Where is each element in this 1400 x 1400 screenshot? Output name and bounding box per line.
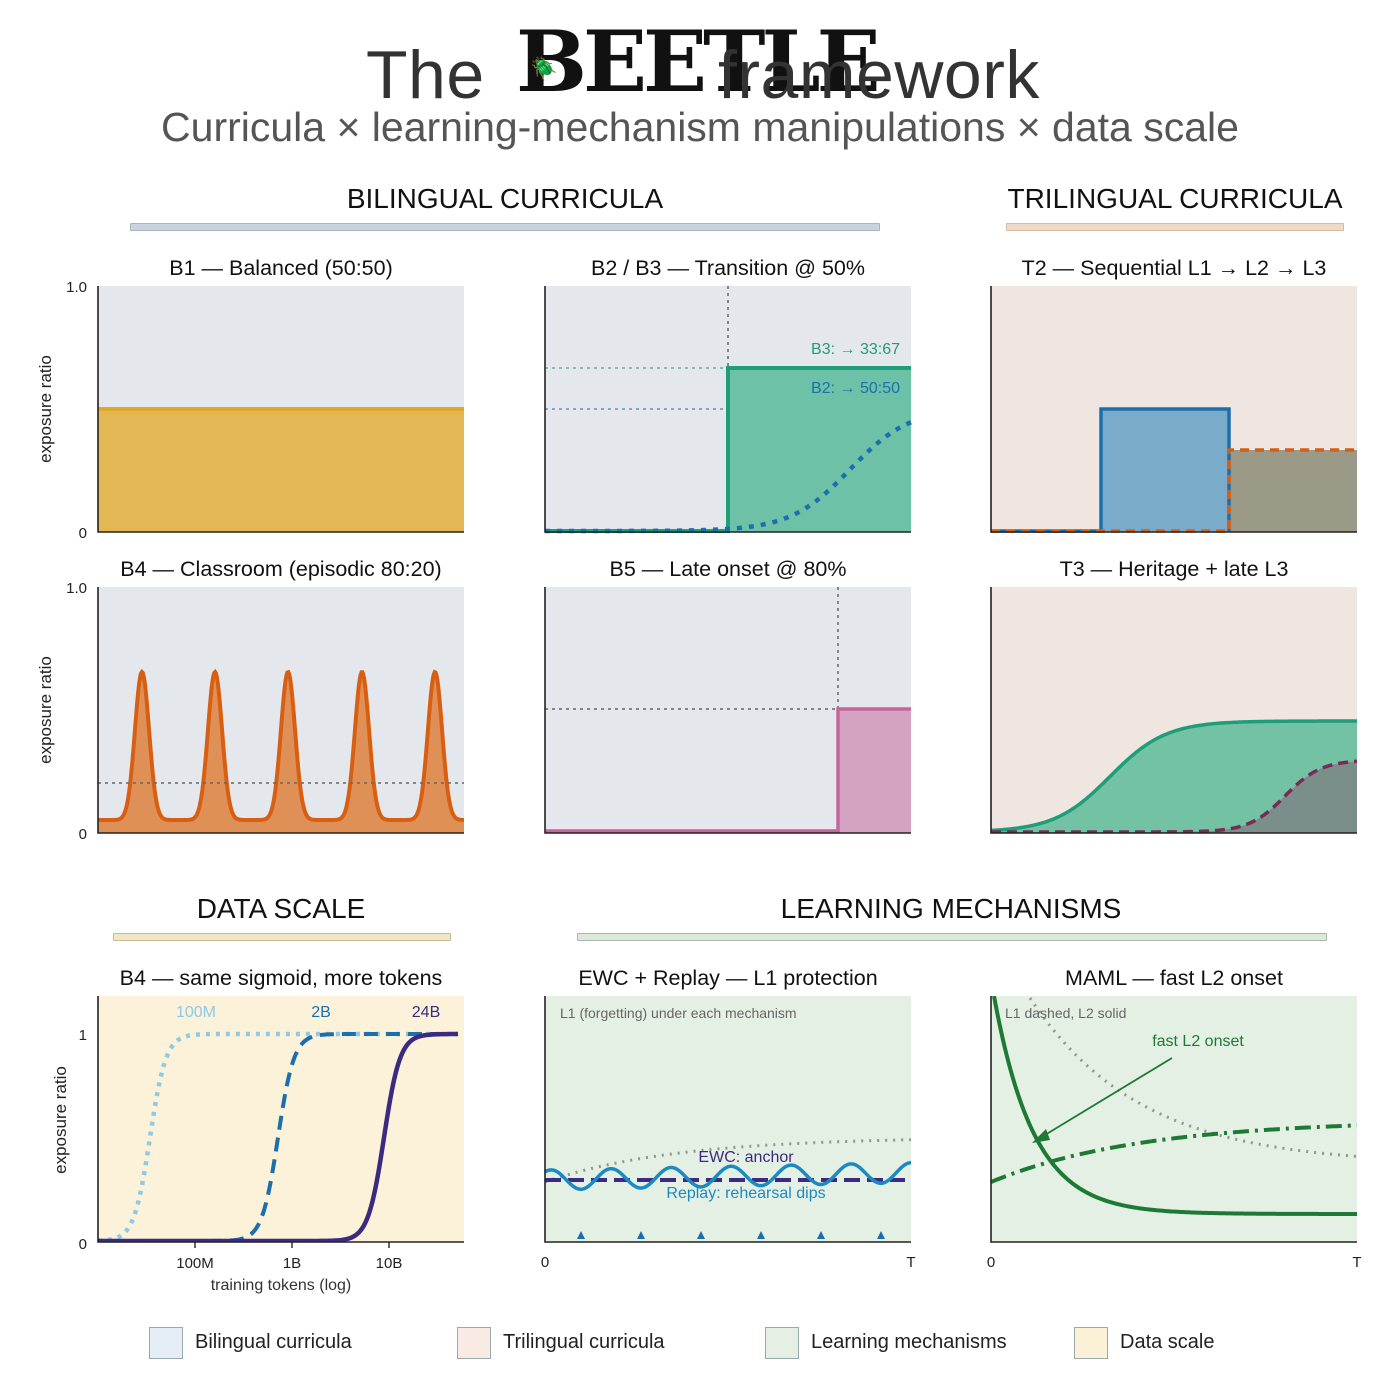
b4-y-top: 1.0 xyxy=(66,580,87,597)
b4-y-bottom: 0 xyxy=(79,826,87,843)
b4-line xyxy=(98,668,464,822)
b1-area xyxy=(98,409,464,532)
scale-series-label-100m: 100M xyxy=(176,1004,216,1021)
scale-ylabel: exposure ratio xyxy=(51,1066,70,1174)
subtitle: Curricula × learning-mechanism manipulat… xyxy=(161,104,1239,150)
replay-marker xyxy=(697,1231,705,1239)
maml-note: L1 dashed, L2 solid xyxy=(1005,1005,1126,1021)
maml-annotation-arrow xyxy=(1039,1057,1173,1139)
panel-title-t3: T3 — Heritage + late L3 xyxy=(1059,557,1289,581)
scale-x-tick-100m: 100M xyxy=(176,1255,214,1272)
b23-b2-label: B2: → 50:50 xyxy=(811,380,900,397)
title-prefix: The xyxy=(366,37,485,113)
replay-marker xyxy=(817,1231,825,1239)
beetle-icon: 🪲 xyxy=(530,56,558,81)
replay-marker xyxy=(757,1231,765,1239)
panel-title-maml: MAML — fast L2 onset xyxy=(1065,966,1283,990)
section-rule-data-scale xyxy=(113,933,451,941)
b23-b3-label: B3: → 33:67 xyxy=(811,341,900,358)
b1-y-top: 1.0 xyxy=(66,279,87,296)
ewc-x-end: T xyxy=(906,1254,915,1271)
section-rule-trilingual xyxy=(1006,223,1344,231)
scale-y-tick-1: 1 xyxy=(79,1027,87,1044)
scale-x-tick-10b: 10B xyxy=(376,1255,403,1272)
title-suffix: framework xyxy=(718,37,1040,113)
header: The BEETLE 🪲 framework xyxy=(0,8,1400,118)
legend-swatch-data-scale xyxy=(1074,1327,1108,1359)
section-rule-bilingual xyxy=(130,223,880,231)
panel-title-b4: B4 — Classroom (episodic 80:20) xyxy=(120,557,442,581)
panel-bg-ewc xyxy=(545,996,911,1242)
b5-area xyxy=(838,709,911,833)
scale-series-2b xyxy=(98,1032,458,1242)
section-rule-learning xyxy=(577,933,1327,941)
t2-l3-area xyxy=(1229,450,1357,532)
ewc-replay-line xyxy=(545,1160,911,1192)
b23-b3-area xyxy=(728,368,911,532)
section-learning: LEARNING MECHANISMS xyxy=(780,893,1122,924)
legend-label-trilingual: Trilingual curricula xyxy=(503,1331,665,1353)
t2-l2-area xyxy=(1101,409,1229,532)
b23-b2-line xyxy=(544,420,912,534)
beetle-logo: BEETLE xyxy=(516,12,881,111)
panel-title-t2: T2 — Sequential L1 → L2 → L3 xyxy=(1021,256,1327,280)
ewc-replay-markers xyxy=(577,1231,885,1239)
panel-title-b1: B1 — Balanced (50:50) xyxy=(169,256,393,280)
ewc-anchor-label: EWC: anchor xyxy=(698,1149,794,1166)
section-data-scale: DATA SCALE xyxy=(196,893,366,924)
t3-l2-area xyxy=(991,721,1357,833)
legend-swatch-trilingual xyxy=(457,1327,491,1359)
legend-label-learning: Learning mechanisms xyxy=(811,1331,1007,1353)
panel-title-ewc: EWC + Replay — L1 protection xyxy=(578,966,878,990)
replay-marker xyxy=(577,1231,585,1239)
scale-y-tick-0: 0 xyxy=(79,1236,87,1253)
panel-bg-maml xyxy=(991,996,1357,1242)
ewc-note: L1 (forgetting) under each mechanism xyxy=(560,1005,797,1021)
maml-annotation-arrowhead xyxy=(1032,1129,1050,1143)
b1-y-bottom: 0 xyxy=(79,525,87,542)
replay-marker xyxy=(637,1231,645,1239)
panel-title-b5: B5 — Late onset @ 80% xyxy=(609,557,847,581)
section-bilingual: BILINGUAL CURRICULA xyxy=(346,183,664,214)
panel-title-scale: B4 — same sigmoid, more tokens xyxy=(119,966,443,990)
maml-l2-solid xyxy=(992,996,1357,1216)
b23-b3-line xyxy=(545,366,911,533)
t3-l2-line xyxy=(991,719,1357,833)
b5-line xyxy=(545,707,911,833)
legend-swatch-learning xyxy=(765,1327,799,1359)
scale-xlabel: training tokens (log) xyxy=(211,1277,352,1294)
scale-series-label-24b: 24B xyxy=(412,1004,440,1021)
maml-x-start: 0 xyxy=(987,1254,995,1271)
section-trilingual: TRILINGUAL CURRICULA xyxy=(1007,183,1343,214)
legend-label-bilingual: Bilingual curricula xyxy=(195,1331,352,1353)
scale-x-tick-1b: 1B xyxy=(283,1255,301,1272)
legend-swatch-bilingual xyxy=(149,1327,183,1359)
replay-marker xyxy=(877,1231,885,1239)
maml-annotation: fast L2 onset xyxy=(1152,1033,1244,1050)
b4-ylabel: exposure ratio xyxy=(36,656,55,764)
b1-ylabel: exposure ratio xyxy=(36,355,55,463)
legend-label-data-scale: Data scale xyxy=(1120,1331,1215,1353)
scale-series-label-2b: 2B xyxy=(311,1004,331,1021)
t3-l3-line xyxy=(991,759,1357,833)
axes xyxy=(97,286,1357,1243)
ewc-x-start: 0 xyxy=(541,1254,549,1271)
scale-x-tick-marks xyxy=(194,1242,390,1248)
t2-l3-line xyxy=(991,448,1357,533)
maml-x-end: T xyxy=(1352,1254,1361,1271)
scale-series-24b xyxy=(98,1031,458,1242)
panel-title-b23: B2 / B3 — Transition @ 50% xyxy=(591,256,865,280)
ewc-replay-label: Replay: rehearsal dips xyxy=(666,1185,825,1202)
